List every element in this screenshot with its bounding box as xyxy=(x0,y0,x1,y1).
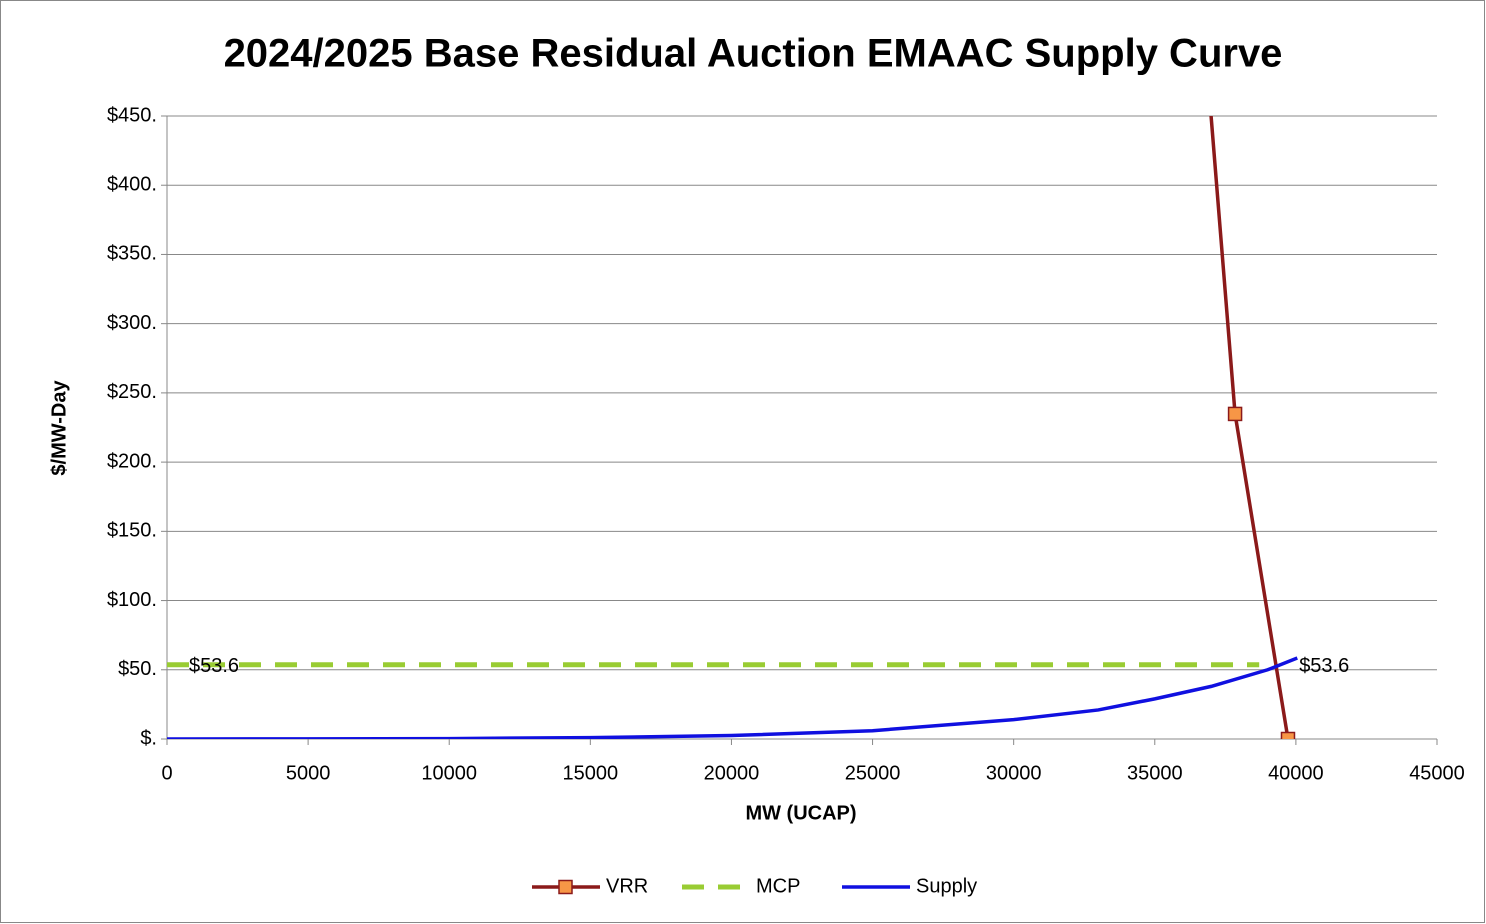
x-tick-label: 0 xyxy=(161,762,172,784)
legend-label: VRR xyxy=(606,875,648,897)
x-tick-label: 25000 xyxy=(845,762,901,784)
y-tick-label: $300. xyxy=(107,312,157,334)
data-label: $53.6 xyxy=(189,655,239,677)
chart-title: 2024/2025 Base Residual Auction EMAAC Su… xyxy=(224,32,1283,76)
marker xyxy=(1227,406,1243,422)
y-tick-label: $450. xyxy=(107,104,157,126)
y-tick-label: $. xyxy=(140,727,157,749)
legend-marker xyxy=(558,879,573,895)
x-tick-label: 40000 xyxy=(1268,762,1324,784)
marker xyxy=(1280,731,1296,739)
x-tick-label: 35000 xyxy=(1127,762,1183,784)
legend-label: Supply xyxy=(916,875,977,897)
x-tick-label: 30000 xyxy=(986,762,1042,784)
x-tick-label: 10000 xyxy=(421,762,477,784)
x-tick-label: 45000 xyxy=(1409,762,1465,784)
y-tick-label: $200. xyxy=(107,450,157,472)
x-tick-label: 5000 xyxy=(286,762,331,784)
y-tick-label: $350. xyxy=(107,243,157,265)
y-tick-label: $150. xyxy=(107,520,157,542)
y-tick-label: $400. xyxy=(107,174,157,196)
x-axis-label: MW (UCAP) xyxy=(745,802,856,824)
y-tick-label: $100. xyxy=(107,589,157,611)
y-tick-label: $50. xyxy=(118,658,157,680)
x-tick-label: 20000 xyxy=(704,762,760,784)
x-tick-label: 15000 xyxy=(563,762,619,784)
legend-label: MCP xyxy=(756,875,800,897)
plot-area xyxy=(167,116,1298,739)
y-tick-label: $250. xyxy=(107,381,157,403)
y-axis-label: $/MW-Day xyxy=(48,380,70,476)
data-label: $53.6 xyxy=(1299,655,1349,677)
series-line xyxy=(167,656,1298,739)
